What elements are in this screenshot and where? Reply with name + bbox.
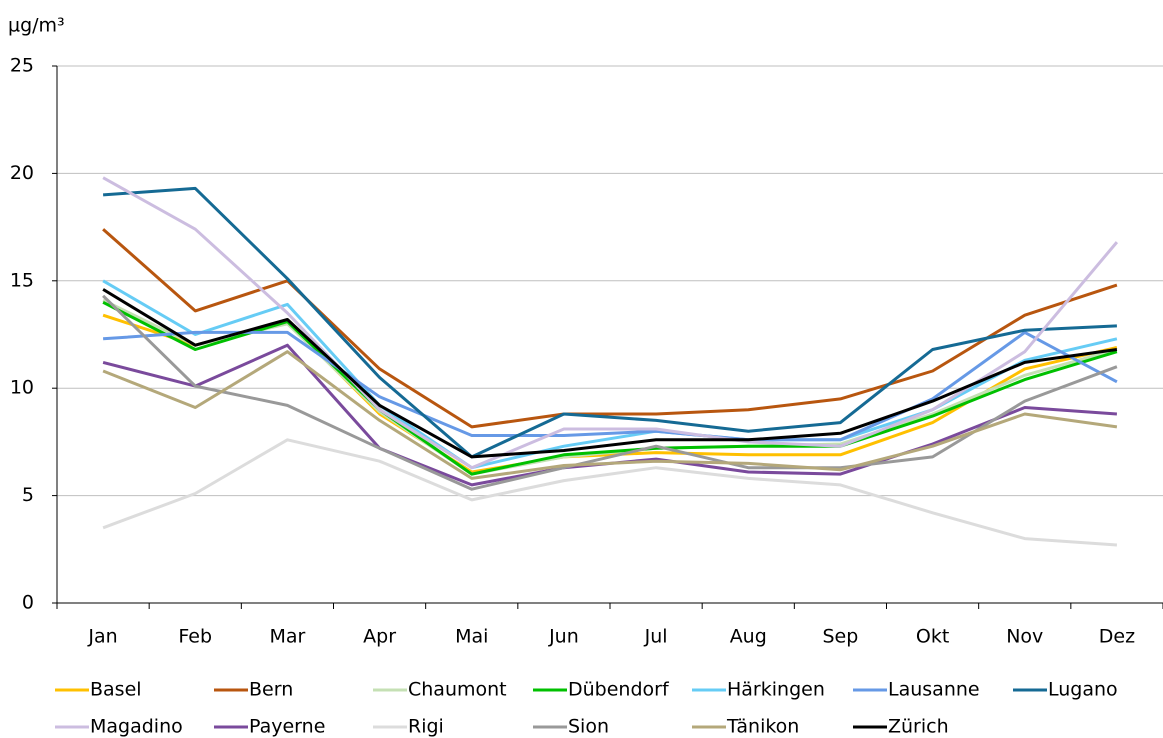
series-line (102, 438, 1118, 547)
y-tick-label: 20 (10, 162, 34, 184)
x-tick-label: Sep (823, 626, 859, 648)
x-tick-label: Jun (548, 626, 579, 648)
y-tick-label: 10 (10, 377, 34, 399)
y-tick-label: 25 (10, 55, 34, 77)
legend-label: Rigi (408, 716, 444, 738)
legend-label: Lugano (1048, 679, 1118, 701)
series-line (102, 300, 1118, 476)
x-tick-label: Apr (363, 626, 396, 648)
legend-label: Chaumont (408, 679, 507, 701)
x-tick-label: Dez (1099, 626, 1135, 648)
series-line (102, 176, 1119, 470)
y-tick-label: 15 (10, 269, 34, 291)
x-tick-label: Mai (455, 626, 488, 648)
legend-label: Dübendorf (568, 679, 670, 701)
x-tick-label: Jul (644, 626, 668, 648)
series-line (102, 350, 1118, 480)
series-line (102, 186, 1117, 459)
x-tick-label: Aug (730, 626, 767, 648)
y-tick-label: 0 (22, 592, 34, 614)
series-line (102, 228, 1118, 429)
legend-label: Payerne (249, 716, 325, 738)
x-tick-label: Okt (916, 626, 949, 648)
x-tick-label: Jan (87, 626, 117, 648)
legend-label: Zürich (888, 716, 949, 738)
series-line (102, 330, 1118, 442)
x-tick-label: Feb (178, 626, 212, 648)
x-tick-label: Mar (269, 626, 305, 648)
legend-label: Bern (249, 679, 293, 701)
legend-label: Härkingen (727, 679, 825, 701)
series-line (102, 294, 1118, 491)
legend-label: Magadino (90, 716, 183, 738)
series-line (102, 288, 1118, 459)
legend-label: Sion (568, 716, 609, 738)
x-tick-label: Nov (1006, 626, 1043, 648)
legend-label: Lausanne (888, 679, 980, 701)
y-axis-label: µg/m³ (8, 15, 65, 37)
legend-label: Tänikon (726, 716, 799, 738)
y-tick-label: 5 (22, 484, 34, 506)
legend-label: Basel (90, 679, 142, 701)
